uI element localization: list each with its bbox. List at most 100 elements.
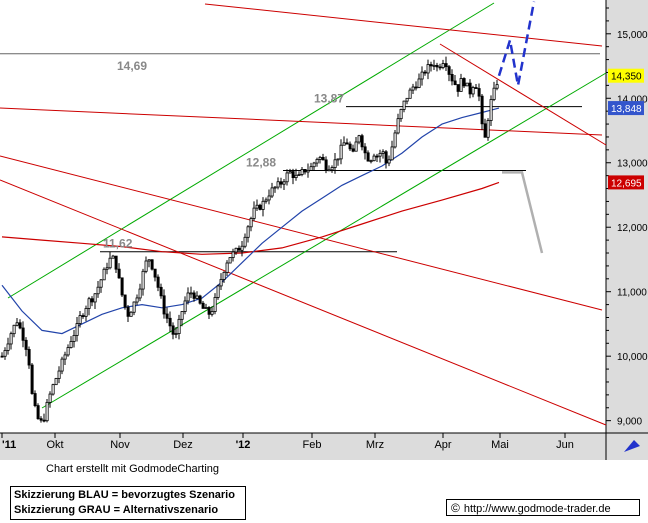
- candle: [78, 311, 82, 328]
- candle-body: [207, 307, 211, 315]
- y-tick-label: 14,000: [617, 94, 648, 105]
- candle: [84, 305, 88, 322]
- candle: [411, 83, 415, 94]
- candle: [123, 294, 127, 310]
- candle: [258, 203, 262, 211]
- moving-average-red: [1, 181, 500, 255]
- price-tag-label: 13,848: [611, 104, 642, 115]
- candle-body: [438, 66, 442, 69]
- candle-body: [144, 260, 148, 272]
- candle-body: [39, 418, 43, 421]
- price-tag: 13,848: [608, 101, 644, 116]
- candle-body: [336, 158, 340, 161]
- candle-body: [153, 268, 157, 278]
- candle-body: [255, 204, 259, 209]
- red-trendline: [0, 155, 603, 311]
- scenario-legend: Skizzierung BLAU = bevorzugtes Szenario …: [10, 486, 246, 520]
- candle-body: [411, 86, 415, 91]
- candle-body: [402, 100, 406, 110]
- candle: [216, 284, 220, 300]
- candle: [231, 248, 235, 262]
- candle: [321, 153, 325, 161]
- candle-body: [357, 135, 361, 143]
- candle: [210, 306, 214, 317]
- x-tick-label: Apr: [434, 439, 451, 451]
- candle: [141, 268, 145, 296]
- candle: [306, 163, 310, 178]
- candle-body: [42, 419, 46, 422]
- candle-body: [387, 159, 391, 164]
- candle: [483, 118, 487, 138]
- candle: [267, 189, 271, 205]
- candle-body: [195, 295, 199, 299]
- candle: [132, 301, 136, 316]
- candle: [330, 165, 334, 173]
- candle-body: [81, 315, 85, 317]
- candle: [39, 416, 43, 423]
- candle: [294, 168, 298, 181]
- candle: [246, 225, 250, 243]
- level-annotation: 13,87: [314, 92, 344, 106]
- candle-body: [219, 279, 223, 287]
- candle-body: [108, 257, 112, 269]
- candle-body: [162, 295, 166, 315]
- candle: [33, 390, 37, 408]
- candle: [369, 159, 373, 164]
- candle: [87, 296, 91, 316]
- candle: [81, 313, 85, 319]
- candle-body: [264, 199, 268, 202]
- candle: [126, 305, 130, 322]
- source-url[interactable]: http://www.godmode-trader.de: [463, 503, 611, 515]
- moving-average-blue: [1, 107, 500, 335]
- candle: [465, 82, 469, 87]
- candle-body: [111, 255, 115, 259]
- candle: [318, 155, 322, 164]
- candle-body: [321, 156, 325, 161]
- candle-body: [33, 393, 37, 407]
- channel-lower-line: [41, 72, 607, 409]
- candle-body: [24, 339, 28, 350]
- candle: [234, 247, 238, 255]
- candle-body: [468, 82, 472, 95]
- candle: [240, 241, 244, 257]
- candle-body: [72, 334, 76, 342]
- candle-body: [372, 155, 376, 162]
- candle-body: [48, 393, 52, 403]
- candle-body: [201, 302, 205, 309]
- candle: [378, 149, 382, 163]
- candle-body: [483, 123, 487, 138]
- candle: [270, 182, 274, 198]
- candle: [51, 383, 55, 396]
- candle: [288, 168, 292, 174]
- candle-body: [258, 204, 262, 210]
- candle-body: [312, 162, 316, 168]
- candle: [168, 311, 172, 333]
- candle-body: [345, 142, 349, 145]
- candle-body: [366, 152, 370, 162]
- candle: [69, 336, 73, 349]
- candle-body: [477, 88, 481, 97]
- candle: [456, 84, 460, 97]
- candle: [198, 294, 202, 305]
- candle: [36, 403, 40, 420]
- candle-body: [303, 169, 307, 173]
- candle-body: [396, 118, 400, 134]
- candle-body: [105, 267, 109, 270]
- candle: [9, 331, 13, 350]
- candle-body: [90, 298, 94, 303]
- candle: [273, 186, 277, 193]
- candle: [426, 59, 430, 80]
- candle-body: [339, 144, 343, 160]
- candle-body: [93, 293, 97, 303]
- candle-body: [291, 171, 295, 179]
- candle-body: [165, 313, 169, 319]
- y-tick-label: 11,000: [617, 288, 647, 299]
- price-tag-label: 12,695: [611, 178, 642, 189]
- candle-body: [174, 333, 178, 335]
- y-tick-label: 15,000: [617, 30, 648, 41]
- candle-body: [342, 142, 346, 146]
- candle: [48, 391, 52, 408]
- candle-body: [141, 270, 145, 290]
- candle: [66, 344, 70, 357]
- candle: [213, 293, 217, 315]
